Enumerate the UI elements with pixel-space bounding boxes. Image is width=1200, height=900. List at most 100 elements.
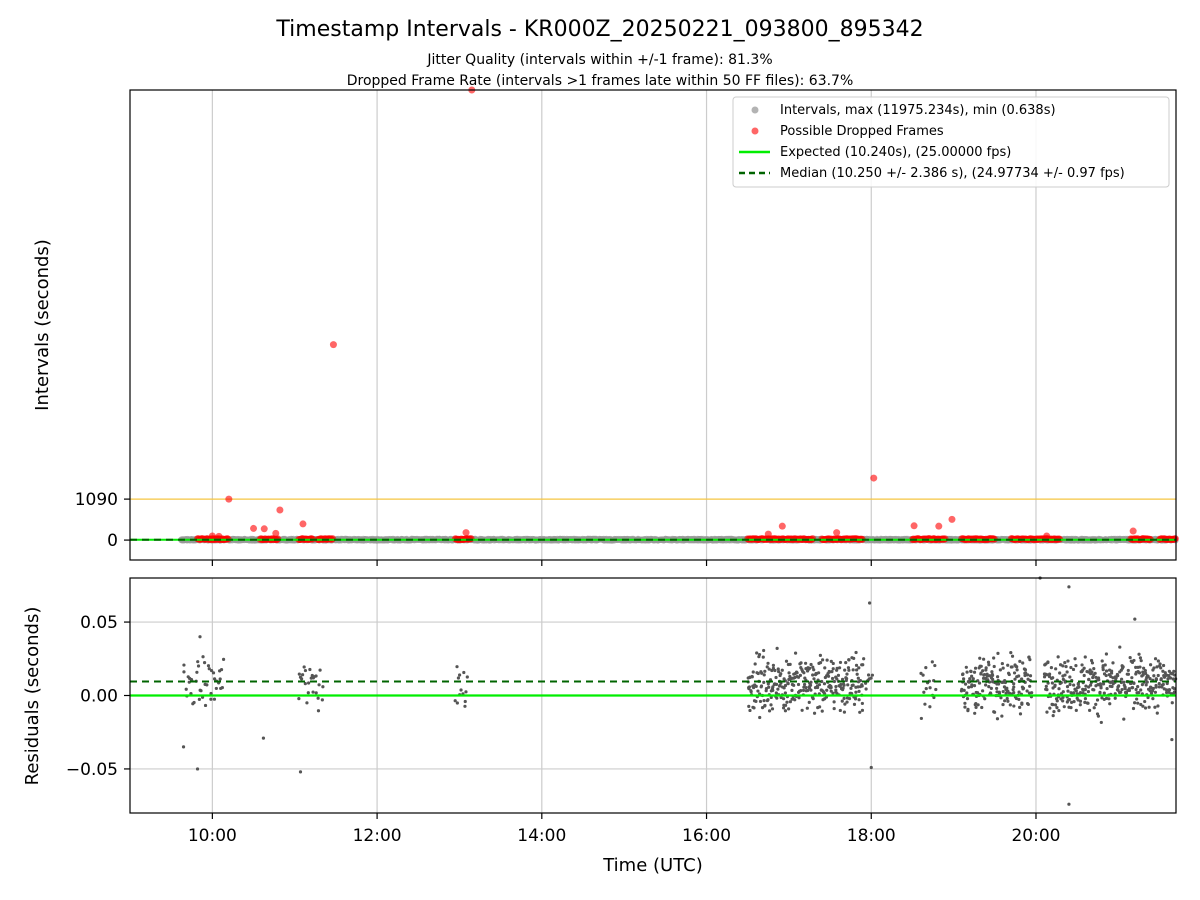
x-tick-label: 20:00 (1011, 826, 1060, 846)
residual-point (302, 665, 306, 669)
residual-point (840, 699, 844, 703)
residual-point (1021, 686, 1026, 690)
residual-point (1152, 674, 1156, 678)
residual-point (1105, 686, 1109, 691)
residual-point (198, 635, 202, 639)
residual-point (855, 672, 859, 676)
residual-point (851, 683, 855, 687)
residual-point (986, 660, 991, 664)
residual-point (1157, 685, 1161, 689)
residual-point (1005, 686, 1009, 690)
dropped-frame-point (935, 522, 943, 530)
residual-point (1012, 671, 1017, 675)
residual-point (784, 659, 789, 663)
residual-point (1072, 691, 1076, 695)
residual-point (1009, 651, 1013, 655)
residual-point (1145, 680, 1149, 684)
residual-point (1018, 712, 1023, 716)
residual-point (1063, 673, 1067, 677)
residual-point (987, 684, 991, 689)
residual-point (847, 697, 852, 701)
residual-point (261, 736, 266, 740)
residual-point (805, 706, 809, 710)
residual-point (1068, 675, 1072, 679)
residual-point (802, 671, 806, 675)
residual-point (1026, 673, 1030, 677)
residual-point (1143, 706, 1148, 710)
residual-point (770, 707, 775, 711)
residual-point (812, 711, 817, 715)
residual-point (979, 664, 983, 668)
residual-point (1129, 681, 1133, 686)
residual-point (207, 667, 211, 671)
residual-point (771, 685, 775, 689)
residual-point (841, 686, 845, 690)
residual-point (218, 677, 222, 681)
residual-point (463, 704, 467, 708)
residual-point (806, 688, 810, 693)
residual-point (772, 682, 776, 687)
residual-point (766, 698, 770, 702)
legend-marker-dropped (751, 127, 759, 135)
residual-point (849, 686, 853, 690)
residual-point (921, 673, 925, 677)
residual-point (831, 661, 835, 666)
residual-point (1142, 666, 1146, 670)
residual-point (846, 683, 850, 687)
residual-point (852, 656, 856, 660)
residual-point (923, 702, 927, 706)
residual-point (1126, 668, 1130, 673)
residual-point (840, 677, 845, 681)
residual-point (965, 691, 969, 695)
residual-point (192, 700, 196, 705)
legend-marker-intervals (751, 106, 759, 114)
residual-point (984, 666, 988, 670)
residual-point (1104, 673, 1108, 678)
residual-point (844, 661, 848, 665)
residual-point (747, 704, 751, 708)
residual-point (206, 664, 211, 668)
residual-point (195, 767, 200, 771)
residual-point (972, 670, 977, 674)
residual-point (1156, 659, 1160, 663)
residual-point (1054, 667, 1058, 671)
residual-point (995, 686, 999, 691)
residual-point (961, 672, 965, 676)
x-tick-label: 18:00 (847, 826, 896, 846)
residual-point (1156, 704, 1160, 708)
residual-point (1003, 699, 1007, 703)
residual-point (297, 672, 301, 676)
residual-point (1051, 714, 1055, 718)
residual-point (1061, 695, 1065, 700)
residual-point (812, 668, 816, 672)
residual-point (773, 668, 777, 673)
residual-point (762, 673, 766, 677)
residual-point (1061, 690, 1065, 694)
residual-point (962, 677, 966, 681)
residual-point (1098, 682, 1103, 686)
dropped-frame-point (272, 529, 280, 537)
residual-point (830, 669, 834, 674)
residual-point (978, 656, 982, 660)
residual-point (306, 681, 311, 685)
residual-point (303, 682, 307, 686)
residual-point (181, 745, 186, 749)
residual-point (1066, 689, 1070, 693)
residual-point (922, 690, 926, 694)
residual-point (1010, 665, 1014, 669)
residual-point (963, 701, 967, 705)
residual-point (1017, 690, 1021, 694)
residual-point (1118, 645, 1122, 649)
residual-point (800, 708, 804, 712)
residual-point (1086, 689, 1090, 694)
residual-point (866, 673, 871, 677)
residual-point (750, 674, 754, 679)
residual-point (1158, 662, 1162, 666)
residual-point (1014, 664, 1018, 668)
residual-point (976, 703, 980, 707)
residual-point (1000, 714, 1004, 718)
residual-point (1012, 704, 1016, 708)
residual-point (820, 709, 824, 713)
residual-point (991, 677, 995, 681)
residual-point (998, 668, 1002, 672)
